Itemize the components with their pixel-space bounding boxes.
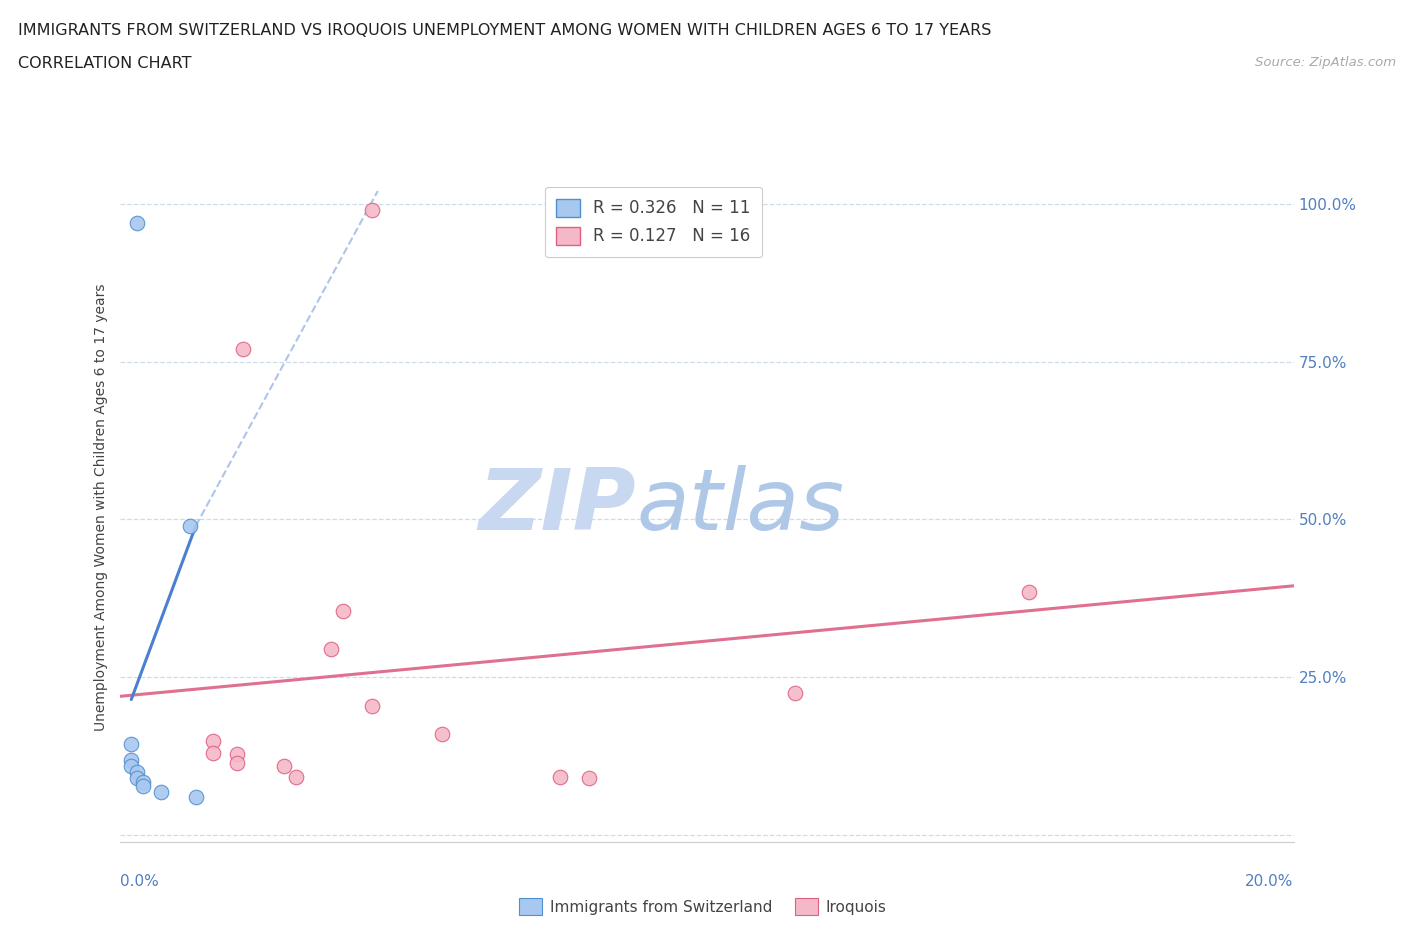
Point [432,727,454,742]
Point [202,746,225,761]
Point [273,758,295,773]
Point [127,764,149,779]
Point [319,642,342,657]
Text: atlas: atlas [636,465,844,549]
Point [361,698,384,713]
Point [149,785,172,800]
Point [1018,585,1040,600]
Point [332,604,354,618]
Point [225,755,249,770]
Legend: R = 0.326   N = 11, R = 0.127   N = 16: R = 0.326 N = 11, R = 0.127 N = 16 [544,187,762,257]
Point [120,737,142,751]
Point [361,203,384,218]
Point [284,769,307,784]
Point [127,215,149,230]
Legend: Immigrants from Switzerland, Iroquois: Immigrants from Switzerland, Iroquois [512,890,894,923]
Point [132,778,155,793]
Point [184,790,207,804]
Point [548,769,571,784]
Text: 20.0%: 20.0% [1246,874,1294,889]
Point [202,733,225,748]
Point [127,771,149,786]
Point [120,752,142,767]
Text: 0.0%: 0.0% [120,874,159,889]
Point [225,747,249,762]
Y-axis label: Unemployment Among Women with Children Ages 6 to 17 years: Unemployment Among Women with Children A… [94,283,108,731]
Point [232,341,254,356]
Point [578,771,600,786]
Point [120,758,142,773]
Text: CORRELATION CHART: CORRELATION CHART [18,56,191,71]
Text: ZIP: ZIP [478,465,636,549]
Text: Source: ZipAtlas.com: Source: ZipAtlas.com [1256,56,1396,69]
Point [179,518,201,533]
Point [132,774,155,789]
Text: IMMIGRANTS FROM SWITZERLAND VS IROQUOIS UNEMPLOYMENT AMONG WOMEN WITH CHILDREN A: IMMIGRANTS FROM SWITZERLAND VS IROQUOIS … [18,23,991,38]
Point [783,685,806,700]
